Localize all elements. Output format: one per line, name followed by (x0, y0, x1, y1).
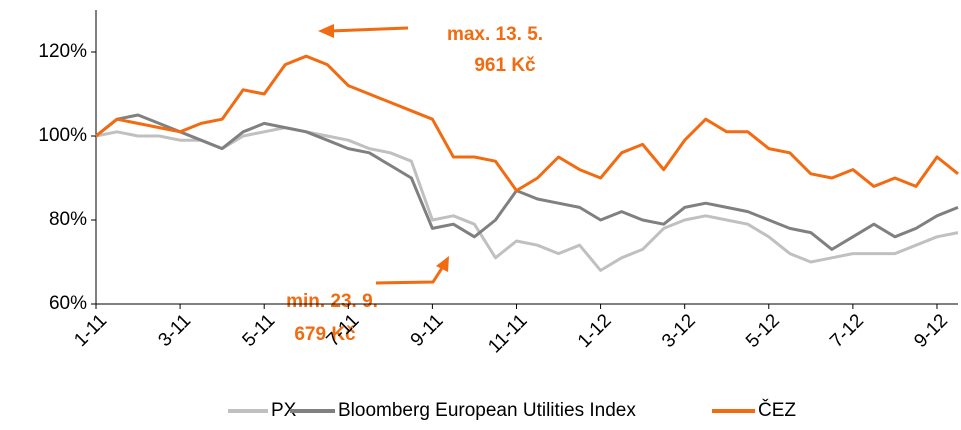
x-tick-label: 5-12 (742, 310, 784, 352)
x-tick-label: 3-12 (658, 310, 700, 352)
series-line (95, 126, 959, 272)
y-tick-label: 80% (49, 209, 87, 230)
legend-label: ČEZ (758, 399, 796, 421)
annotation: 679 Kč (294, 324, 356, 345)
legend-label: PX (271, 400, 297, 421)
arrow (318, 24, 409, 38)
annotation: 961 Kč (474, 55, 536, 76)
legend-label: Bloomberg European Utilities Index (338, 400, 636, 421)
y-tick-label: 60% (49, 293, 87, 314)
x-tick-label: 1-12 (574, 310, 616, 352)
x-tick-label: 5-11 (239, 310, 280, 351)
x-tick-label: 11-11 (484, 310, 531, 357)
x-tick-label: 9-12 (910, 310, 952, 352)
x-tick-label: 9-11 (407, 310, 448, 351)
y-tick-label: 120% (38, 41, 87, 62)
series-line (95, 113, 959, 251)
x-tick-label: 1-11 (70, 310, 111, 351)
x-tick-label: 7-12 (826, 310, 868, 352)
series-line (95, 54, 959, 193)
x-tick-label: 3-11 (154, 310, 195, 351)
arrow (375, 256, 449, 285)
annotation: min. 23. 9. (286, 291, 378, 312)
annotation: max. 13. 5. (447, 24, 543, 45)
y-tick-label: 100% (38, 125, 87, 146)
